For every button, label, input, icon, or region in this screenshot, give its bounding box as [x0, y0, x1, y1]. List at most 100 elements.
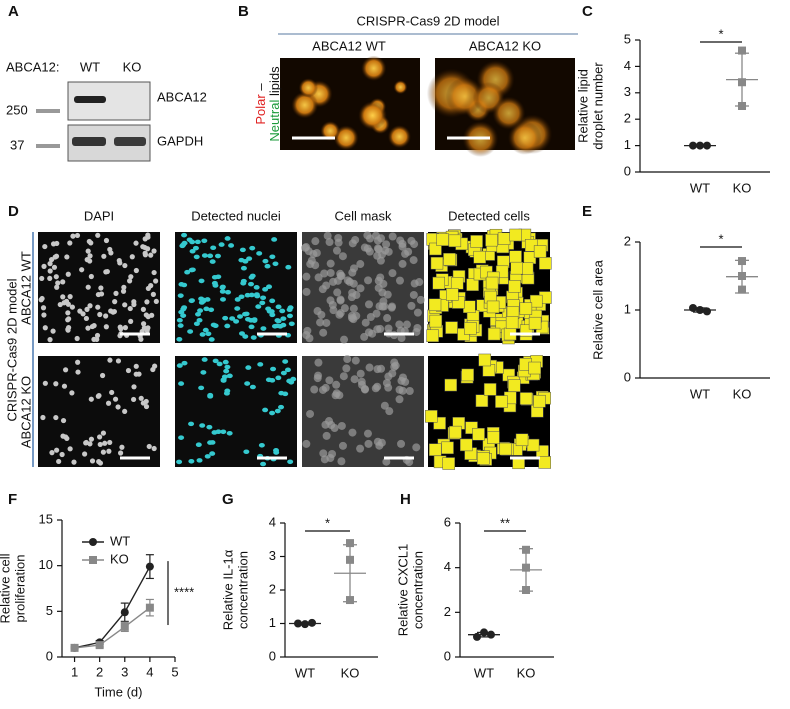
cell-region [472, 427, 485, 441]
nucleus [203, 306, 210, 312]
nucleus [60, 294, 66, 300]
nucleus [151, 248, 157, 254]
nucleus [249, 245, 256, 251]
nucleus [116, 257, 122, 264]
nucleus [220, 429, 227, 435]
cell [320, 120, 341, 141]
cell-body [378, 288, 387, 297]
y-tick-label: 2 [269, 581, 276, 596]
cell-body [413, 324, 422, 333]
nucleus [143, 403, 150, 410]
nucleus [280, 316, 287, 321]
nucleus [223, 391, 230, 396]
cell-body [351, 356, 360, 365]
data-point [522, 545, 530, 554]
nucleus [141, 321, 147, 327]
nucleus [65, 310, 71, 316]
nucleus [146, 443, 152, 450]
x-tick-label: 5 [171, 664, 178, 679]
nucleus [88, 396, 94, 402]
cell-body [395, 276, 404, 285]
nucleus [282, 391, 289, 397]
nucleus [262, 407, 269, 413]
legend-marker [89, 556, 97, 564]
cell-body [313, 374, 322, 383]
y-tick-label: 6 [444, 514, 451, 529]
cell-body [373, 244, 382, 253]
nucleus [184, 269, 191, 275]
nucleus [133, 240, 139, 246]
y-axis-label: Relative lipid [575, 69, 590, 143]
cell-body [335, 310, 344, 319]
nucleus [257, 362, 264, 367]
cell-body [343, 355, 352, 364]
cell-region [486, 300, 500, 314]
cell-body [336, 296, 345, 305]
nucleus [271, 237, 278, 242]
nucleus [65, 326, 71, 332]
cell-body [327, 421, 336, 430]
lane-label: WT [80, 59, 100, 74]
nucleus [49, 450, 55, 456]
nucleus [100, 430, 107, 436]
cell-body [340, 304, 349, 313]
nucleus [220, 297, 227, 302]
nucleus [103, 324, 109, 330]
cell-body [323, 231, 332, 240]
cell-region [432, 276, 445, 290]
cell-body [379, 279, 388, 288]
panel-letter: H [400, 491, 411, 508]
nucleus [193, 254, 200, 260]
nucleus [239, 247, 246, 253]
cell-body [398, 242, 407, 251]
cell-region [495, 395, 508, 408]
nucleus [53, 274, 59, 280]
panel-letter: F [8, 491, 17, 508]
cell-region [508, 379, 521, 392]
nucleus [117, 324, 123, 330]
nucleus [100, 372, 106, 379]
panel-letter: B [238, 3, 249, 20]
cell-body [416, 295, 425, 304]
cell-body [356, 369, 365, 378]
data-point [738, 46, 746, 55]
nucleus [205, 331, 212, 337]
nucleus [248, 275, 255, 280]
cell-region [463, 300, 476, 313]
cell-body [325, 376, 334, 385]
x-tick-label: KO [517, 665, 536, 680]
nucleus [206, 424, 213, 430]
cell-body [395, 385, 404, 394]
significance-label: **** [174, 585, 194, 600]
cell-body [364, 439, 373, 448]
nucleus [62, 367, 69, 373]
nucleus [181, 282, 188, 288]
nucleus [83, 315, 90, 322]
blot-band [114, 137, 146, 146]
panel-letter: G [222, 491, 234, 508]
nucleus [108, 250, 114, 256]
cell-body [313, 307, 322, 316]
data-point [473, 632, 481, 641]
blot-band [72, 137, 106, 146]
nucleus [75, 359, 81, 365]
nucleus [181, 232, 188, 238]
cell [445, 77, 485, 116]
nucleus [240, 278, 247, 284]
nucleus [131, 299, 137, 305]
data-point [70, 643, 79, 652]
nucleus [260, 295, 267, 301]
nucleus [269, 298, 276, 304]
cell-body [365, 363, 374, 372]
data-point [120, 608, 129, 617]
cell-body [334, 233, 343, 242]
cell-body [342, 364, 351, 373]
nucleus [269, 312, 276, 318]
nucleus [189, 239, 196, 245]
cell-body [401, 249, 410, 258]
cell-body [310, 385, 319, 394]
nucleus [128, 318, 134, 325]
cell-body [345, 277, 354, 286]
x-tick-label: WT [474, 665, 494, 680]
y-tick-label: 0 [269, 648, 276, 663]
